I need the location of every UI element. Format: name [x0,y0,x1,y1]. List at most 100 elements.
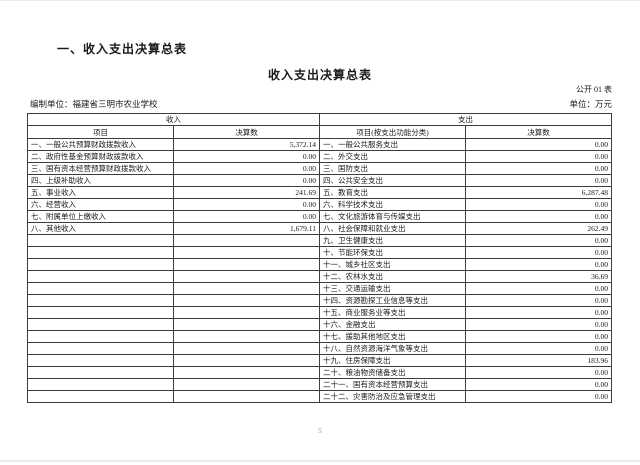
expense-item-cell: 十二、农林水支出 [319,270,466,283]
income-item-cell [27,258,174,271]
expense-item-cell: 十八、自然资源海洋气象等支出 [319,342,466,355]
table-row: 二十、粮油物资储备支出 0.00 [27,366,612,379]
expense-item-cell: 八、社会保障和就业支出 [319,222,466,235]
table-row: 十九、住房保障支出 183.96 [27,354,612,367]
table-row: 十四、资源勘探工业信息等支出 0.00 [27,294,612,307]
expense-item-cell: 二十一、国有资本经营预算支出 [319,378,466,391]
expense-amount-cell: 0.00 [465,150,612,163]
section-header-row: 收入 支出 [27,113,612,126]
expense-amount-cell: 0.00 [465,198,612,211]
income-item-cell [27,366,174,379]
expense-amount-cell: 0.00 [465,378,612,391]
income-item-cell [27,390,174,403]
expense-item-cell: 九、卫生健康支出 [319,234,466,247]
expense-item-cell: 七、文化旅游体育与传媒支出 [319,210,466,223]
income-item-cell: 五、事业收入 [27,186,174,199]
expense-amount-cell: 6,287.48 [465,186,612,199]
income-item-cell [27,282,174,295]
page-bottom-edge [0,460,640,462]
income-item-cell: 七、附属单位上缴收入 [27,210,174,223]
expense-amount-cell: 36.69 [465,270,612,283]
income-amount-cell [173,366,320,379]
income-amount-cell: 0.00 [173,198,320,211]
income-item-cell: 三、国有资本经营预算财政拨款收入 [27,162,174,175]
expense-amount-cell: 0.00 [465,390,612,403]
income-item-cell: 八、其他收入 [27,222,174,235]
expense-amount-cell: 183.96 [465,354,612,367]
income-item-cell [27,270,174,283]
table-meta-line: 编制单位：福建省三明市农业学校 单位：万元 [30,98,612,110]
table-row: 六、经营收入 0.00 六、科学技术支出 0.00 [27,198,612,211]
table-row: 九、卫生健康支出 0.00 [27,234,612,247]
table-row: 八、其他收入 1,679.11 八、社会保障和就业支出 262.49 [27,222,612,235]
income-amount-cell: 0.00 [173,162,320,175]
income-amount-cell [173,354,320,367]
expense-item-cell: 二、外交支出 [319,150,466,163]
income-amount-cell: 0.00 [173,174,320,187]
table-row: 四、上级补助收入 0.00 四、公共安全支出 0.00 [27,174,612,187]
expense-item-cell: 十六、金融支出 [319,318,466,331]
expense-amount-cell: 0.00 [465,330,612,343]
table-row: 十三、交通运输支出 0.00 [27,282,612,295]
income-amount-cell [173,342,320,355]
income-item-cell: 六、经营收入 [27,198,174,211]
income-amount-cell [173,282,320,295]
income-amount-cell [173,306,320,319]
income-amount-cell [173,294,320,307]
income-item-cell [27,342,174,355]
expense-item-cell: 十七、援助其他地区支出 [319,330,466,343]
income-amount-column-header: 决算数 [173,125,320,139]
expense-amount-cell: 0.00 [465,210,612,223]
table-row: 七、附属单位上缴收入 0.00 七、文化旅游体育与传媒支出 0.00 [27,210,612,223]
expense-item-cell: 二十二、灾害防治及应急管理支出 [319,390,466,403]
expense-amount-cell: 0.00 [465,306,612,319]
income-amount-cell [173,270,320,283]
table-row: 十二、农林水支出 36.69 [27,270,612,283]
table-row: 十一、城乡社区支出 0.00 [27,258,612,271]
unit-label: 单位：万元 [569,99,612,109]
expense-item-column-header: 项目(按支出功能分类) [319,125,466,139]
expense-item-cell: 五、教育支出 [319,186,466,199]
expense-item-cell: 十三、交通运输支出 [319,282,466,295]
expense-amount-cell: 0.00 [465,258,612,271]
expense-amount-cell: 0.00 [465,246,612,259]
page-title: 收入支出决算总表 [267,68,372,82]
income-item-cell [27,378,174,391]
table-row: 十七、援助其他地区支出 0.00 [27,330,612,343]
expense-item-cell: 十九、住房保障支出 [319,354,466,367]
income-amount-cell: 1,679.11 [173,222,320,235]
income-item-cell [27,318,174,331]
income-item-cell: 四、上级补助收入 [27,174,174,187]
income-amount-cell [173,378,320,391]
expense-item-cell: 一、一般公共服务支出 [319,138,466,151]
income-amount-cell: 0.00 [173,210,320,223]
table-row: 二、政府性基金预算财政拨款收入 0.00 二、外交支出 0.00 [27,150,612,163]
expense-amount-cell: 262.49 [465,222,612,235]
expense-item-cell: 四、公共安全支出 [319,174,466,187]
income-amount-cell [173,258,320,271]
form-code-label: 公开 01 表 [576,85,612,94]
income-item-cell: 一、一般公共预算财政拨款收入 [27,138,174,151]
income-amount-cell [173,330,320,343]
income-amount-cell [173,318,320,331]
section-heading: 一、收入支出决算总表 [57,42,188,56]
income-amount-cell [173,246,320,259]
table-row: 三、国有资本经营预算财政拨款收入 0.00 三、国防支出 0.00 [27,162,612,175]
income-item-cell [27,234,174,247]
expense-amount-column-header: 决算数 [465,125,612,139]
expense-item-cell: 三、国防支出 [319,162,466,175]
table-row: 二十二、灾害防治及应急管理支出 0.00 [27,390,612,403]
table-row: 十五、商业服务业等支出 0.00 [27,306,612,319]
expense-amount-cell: 0.00 [465,162,612,175]
expense-item-cell: 六、科学技术支出 [319,198,466,211]
table-row: 二十一、国有资本经营预算支出 0.00 [27,378,612,391]
income-item-cell: 二、政府性基金预算财政拨款收入 [27,150,174,163]
income-item-cell [27,306,174,319]
expense-item-cell: 十、节能环保支出 [319,246,466,259]
expense-amount-cell: 0.00 [465,138,612,151]
expense-item-cell: 十一、城乡社区支出 [319,258,466,271]
expense-amount-cell: 0.00 [465,318,612,331]
table-row: 十、节能环保支出 0.00 [27,246,612,259]
income-amount-cell [173,234,320,247]
expense-amount-cell: 0.00 [465,174,612,187]
